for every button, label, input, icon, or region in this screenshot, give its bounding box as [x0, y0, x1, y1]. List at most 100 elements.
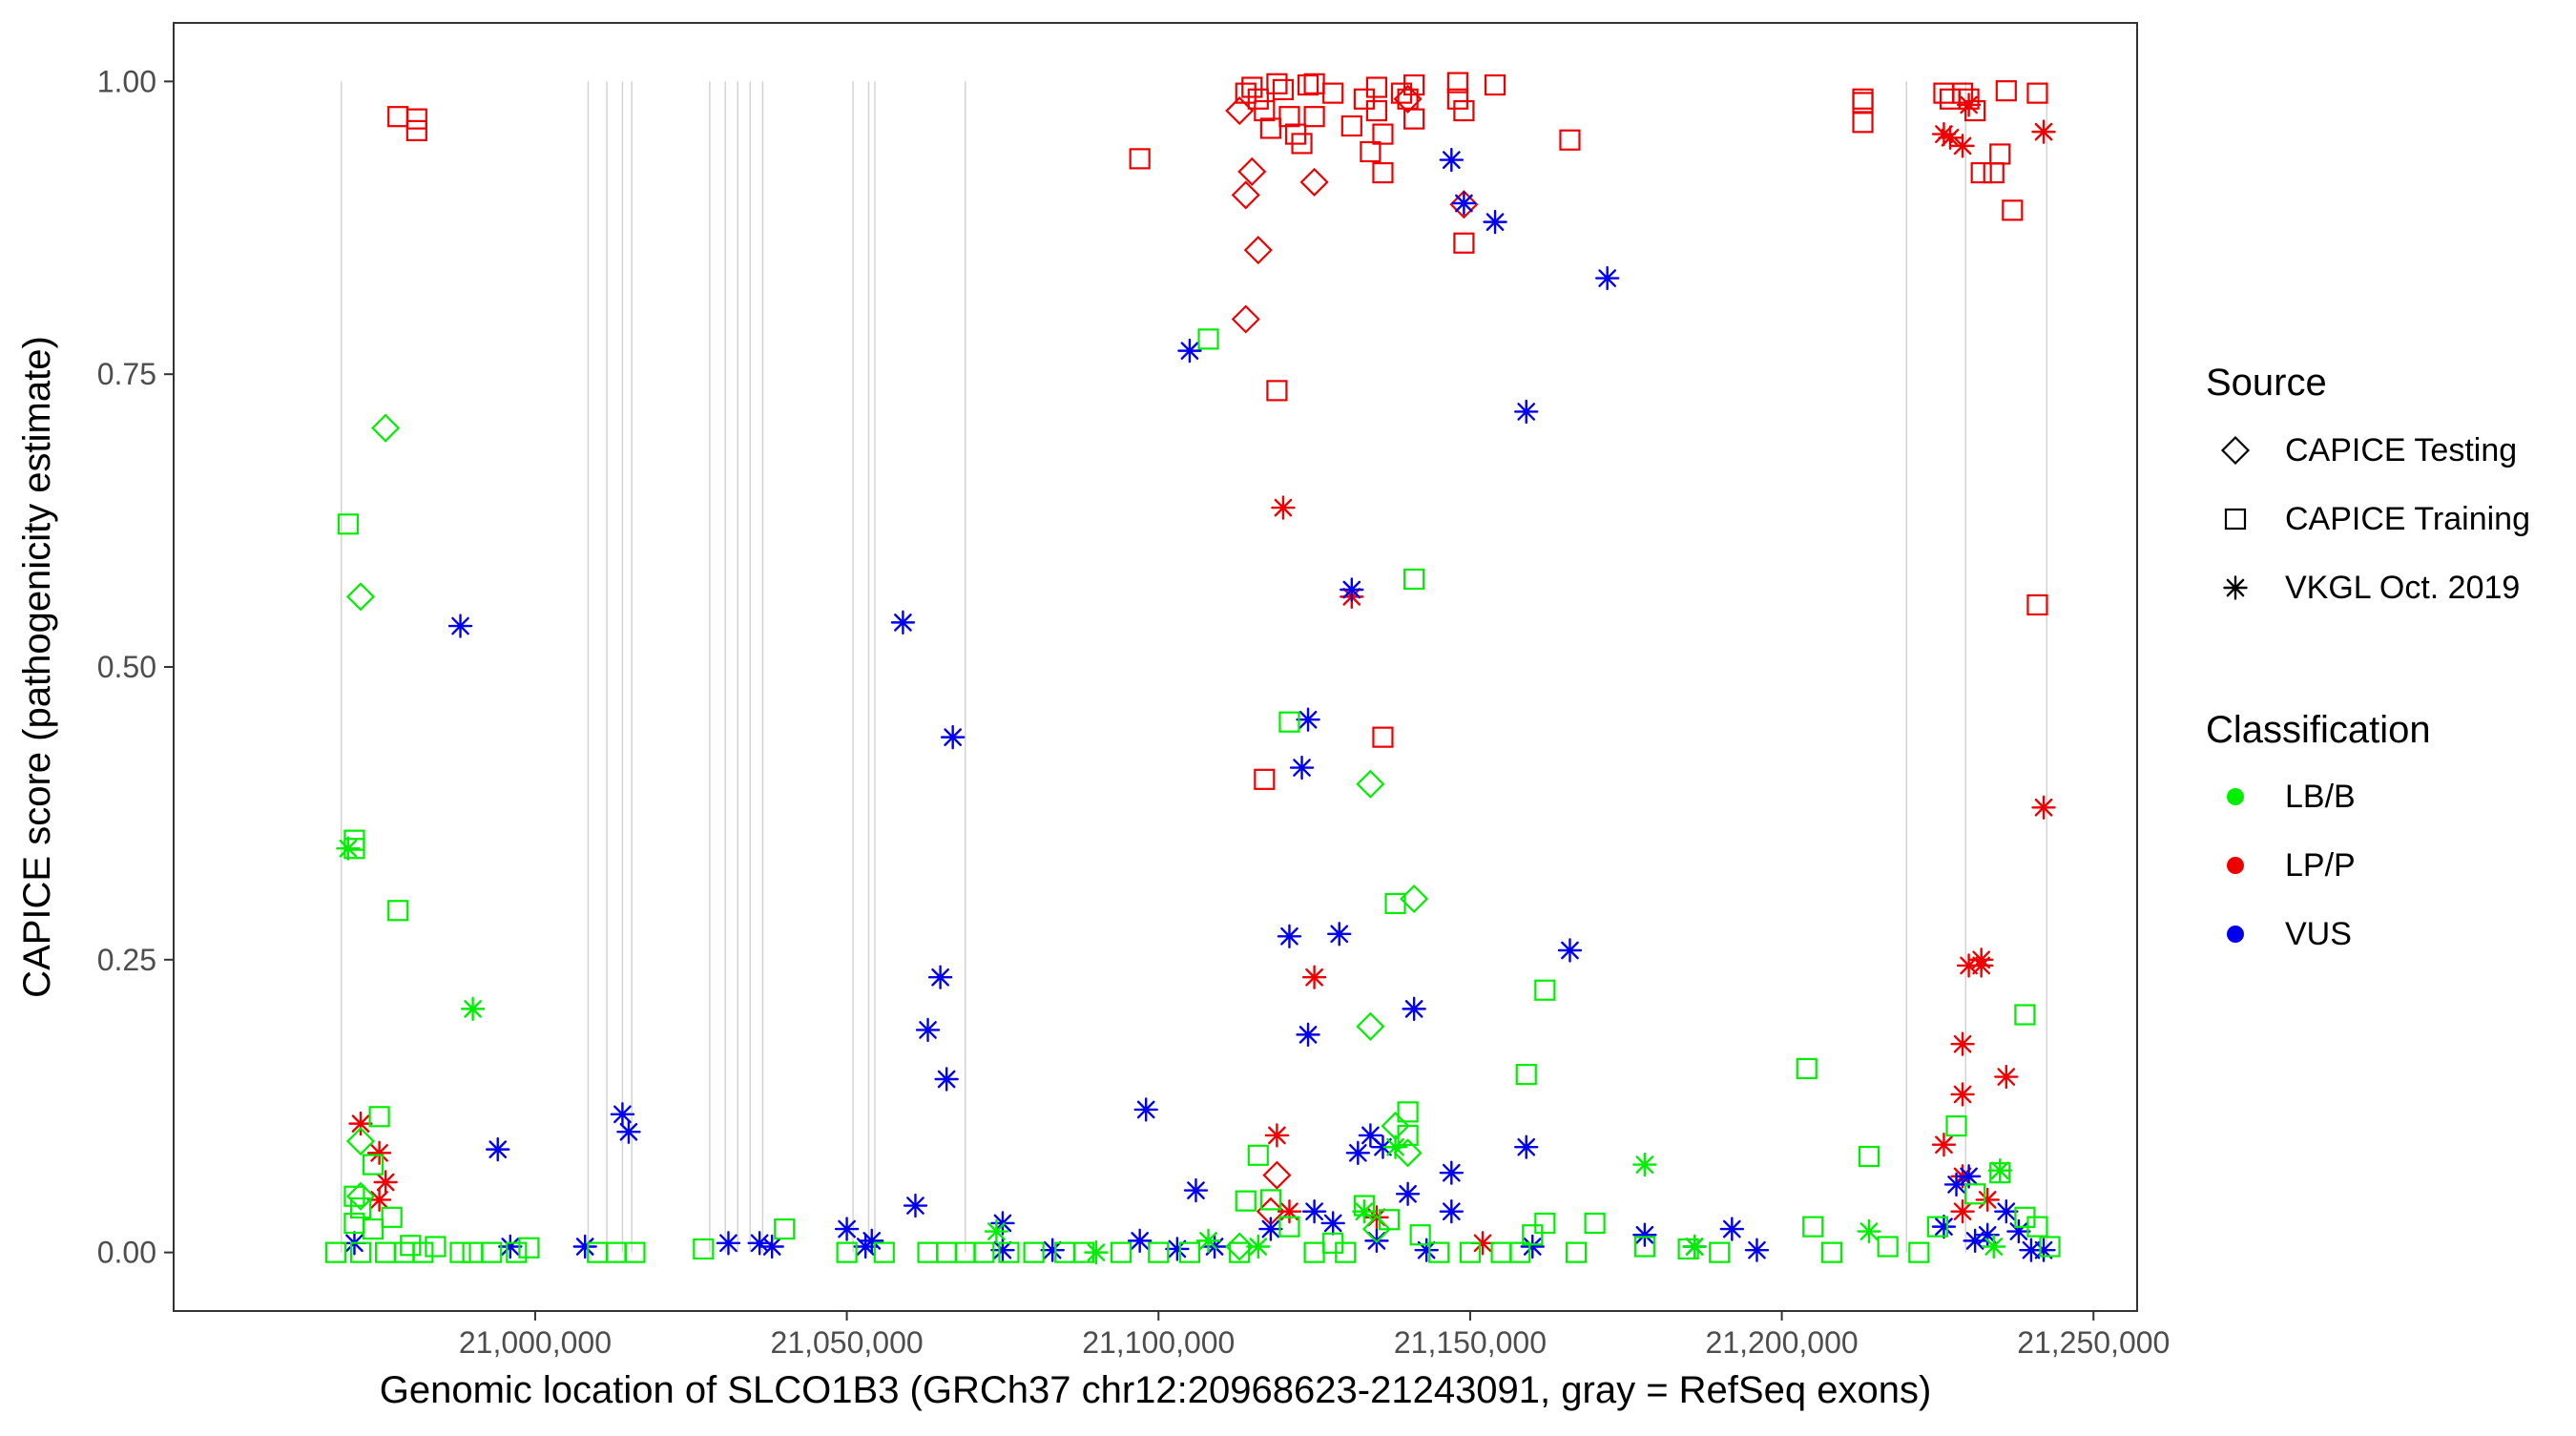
data-point — [1296, 1022, 1320, 1048]
data-point — [1931, 1133, 1957, 1157]
legend-key-square — [2224, 508, 2247, 531]
data-point — [616, 1119, 641, 1144]
data-point — [1266, 73, 1288, 94]
x-tick-label: 21,100,000 — [1082, 1325, 1235, 1360]
data-point — [1820, 1241, 1842, 1263]
data-point — [486, 1136, 510, 1162]
data-point — [1390, 82, 1413, 104]
data-point — [2031, 1238, 2056, 1262]
data-point — [2026, 82, 2048, 104]
data-point — [362, 1217, 384, 1240]
data-point — [1303, 1241, 1325, 1263]
data-point — [2006, 1218, 2031, 1244]
data-point — [405, 119, 427, 142]
data-point — [934, 1067, 959, 1092]
legend-key-color — [2227, 788, 2244, 805]
data-point — [373, 1170, 398, 1195]
x-tick-label: 21,050,000 — [771, 1325, 924, 1360]
data-point — [1165, 1237, 1190, 1261]
data-point — [1235, 1190, 1257, 1212]
data-point — [324, 1241, 346, 1263]
data-point — [1247, 1144, 1269, 1166]
exon-lines — [340, 81, 2048, 1253]
data-point — [1320, 1211, 1345, 1236]
data-point — [1278, 1216, 1300, 1238]
data-point — [449, 1241, 471, 1263]
data-point — [337, 513, 360, 535]
data-point — [1356, 1011, 1385, 1041]
data-point — [366, 1140, 392, 1166]
data-point — [1382, 1134, 1408, 1159]
data-point — [1264, 1123, 1290, 1148]
data-point — [336, 836, 361, 861]
data-point — [1908, 1241, 1930, 1263]
data-point — [1428, 1241, 1450, 1263]
data-point — [1968, 947, 1994, 972]
data-point — [1449, 190, 1479, 219]
data-point — [1982, 1234, 2006, 1259]
data-point — [1225, 1232, 1255, 1261]
data-point — [860, 1228, 884, 1254]
data-point — [1945, 1114, 1967, 1137]
data-point — [1393, 1138, 1423, 1168]
data-point — [1484, 73, 1506, 96]
data-point — [1400, 884, 1429, 914]
data-point — [1271, 495, 1296, 520]
data-point — [1365, 76, 1388, 98]
data-point — [1403, 108, 1425, 130]
legend-color-label: LB/B — [2285, 779, 2356, 815]
data-point — [1237, 156, 1267, 186]
data-point — [1926, 1216, 1949, 1238]
data-point — [1040, 1238, 1065, 1262]
data-point — [2039, 1236, 2061, 1258]
data-point — [1975, 1222, 2000, 1247]
data-point — [1301, 965, 1327, 989]
data-point — [610, 1102, 635, 1127]
data-point — [984, 1218, 1009, 1244]
data-point — [345, 582, 376, 612]
data-point — [366, 1187, 392, 1213]
x-axis-label: Genomic location of SLCO1B3 (GRCh37 chr1… — [380, 1369, 1932, 1411]
data-point — [348, 1111, 373, 1136]
data-point — [1446, 72, 1468, 94]
data-points — [324, 72, 2061, 1265]
data-point — [1289, 755, 1315, 780]
data-point — [1358, 1123, 1383, 1148]
data-point — [2031, 119, 2056, 144]
data-point — [759, 1234, 784, 1259]
data-point — [1262, 1160, 1292, 1190]
data-point — [1852, 112, 1874, 134]
data-point — [1633, 1236, 1655, 1258]
data-point — [349, 1241, 372, 1263]
data-point — [1278, 106, 1300, 128]
data-point — [1950, 134, 1975, 158]
data-point — [1534, 979, 1556, 1001]
data-point — [1451, 191, 1477, 216]
data-point — [1520, 1234, 1545, 1259]
data-point — [1340, 577, 1364, 602]
data-point — [1231, 304, 1260, 334]
data-point — [873, 1241, 895, 1263]
data-point — [1514, 1134, 1539, 1159]
data-point — [903, 1193, 928, 1218]
data-point — [371, 413, 401, 443]
legend-key-asterisk — [2223, 575, 2248, 600]
data-point — [1365, 99, 1388, 122]
data-point — [405, 108, 427, 130]
data-point — [1148, 1241, 1170, 1263]
data-point — [1322, 82, 1344, 104]
data-point — [1231, 180, 1260, 210]
data-point — [1950, 1082, 1975, 1107]
data-point — [1515, 1063, 1537, 1086]
data-point — [693, 1238, 715, 1260]
data-point — [1197, 328, 1219, 350]
data-point — [345, 1181, 376, 1211]
data-point — [447, 614, 473, 638]
data-point — [1241, 76, 1263, 98]
data-point — [1964, 99, 1986, 122]
data-point — [836, 1241, 858, 1263]
y-axis-label: CAPICE score (pathogenicity estimate) — [16, 336, 58, 998]
legend-shape-title: Source — [2206, 362, 2327, 404]
data-point — [1297, 73, 1319, 96]
